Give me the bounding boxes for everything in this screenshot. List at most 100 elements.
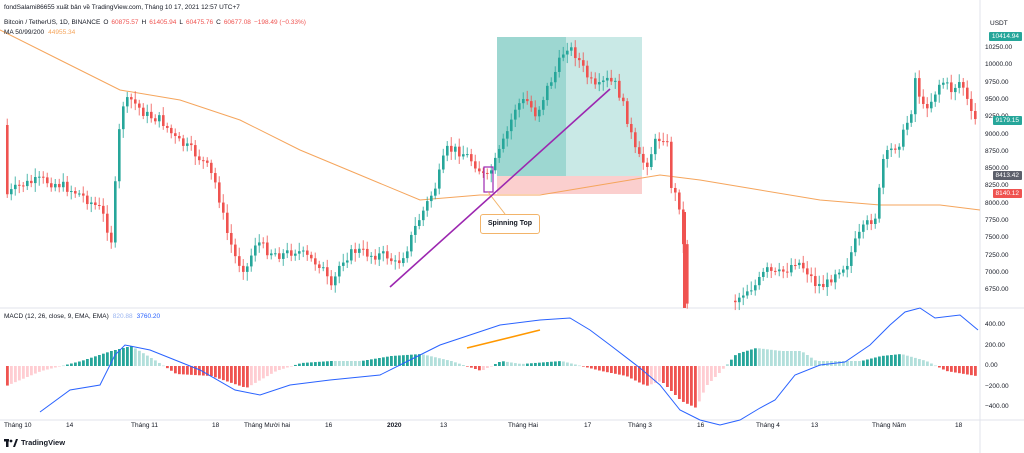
candle[interactable] — [262, 242, 265, 244]
candle[interactable] — [314, 258, 317, 265]
candle[interactable] — [10, 189, 13, 195]
candle[interactable] — [630, 123, 633, 133]
candle[interactable] — [246, 266, 249, 272]
candle[interactable] — [502, 138, 505, 149]
candle[interactable] — [806, 268, 809, 275]
candle[interactable] — [914, 78, 917, 115]
candle[interactable] — [498, 148, 501, 158]
candle[interactable] — [858, 231, 861, 239]
candle[interactable] — [482, 171, 485, 173]
candle[interactable] — [646, 162, 649, 167]
trend-line[interactable] — [389, 88, 611, 288]
candle[interactable] — [578, 58, 581, 61]
candle[interactable] — [774, 270, 777, 272]
candle[interactable] — [390, 258, 393, 262]
candle[interactable] — [6, 125, 9, 195]
candle[interactable] — [510, 119, 513, 132]
candle[interactable] — [230, 232, 233, 245]
candle[interactable] — [866, 220, 869, 225]
candle[interactable] — [414, 225, 417, 235]
candle[interactable] — [410, 234, 413, 252]
candle[interactable] — [942, 82, 945, 85]
candle[interactable] — [686, 244, 689, 304]
candle[interactable] — [506, 131, 509, 139]
candle[interactable] — [590, 77, 593, 79]
candle[interactable] — [178, 135, 181, 139]
candle[interactable] — [538, 109, 541, 117]
candle[interactable] — [134, 99, 137, 104]
candle[interactable] — [66, 181, 69, 192]
candle[interactable] — [82, 193, 85, 196]
candle[interactable] — [662, 141, 665, 143]
candle[interactable] — [754, 285, 757, 291]
candle[interactable] — [434, 188, 437, 196]
candle[interactable] — [42, 176, 45, 178]
macd-trend-line[interactable] — [466, 329, 541, 349]
candle[interactable] — [486, 172, 489, 174]
candle[interactable] — [194, 145, 197, 157]
candle[interactable] — [530, 101, 533, 108]
candle[interactable] — [154, 118, 157, 122]
candle[interactable] — [738, 297, 741, 303]
profit-zone-right[interactable] — [566, 37, 642, 176]
candle[interactable] — [818, 283, 821, 287]
candle[interactable] — [50, 183, 53, 188]
candle[interactable] — [86, 195, 89, 205]
candle[interactable] — [270, 253, 273, 256]
candle[interactable] — [338, 265, 341, 277]
candle[interactable] — [30, 180, 33, 184]
candle[interactable] — [94, 202, 97, 206]
candle[interactable] — [130, 97, 133, 100]
candle[interactable] — [542, 100, 545, 110]
candle[interactable] — [778, 269, 781, 272]
candle[interactable] — [162, 115, 165, 126]
candle[interactable] — [750, 290, 753, 292]
candle[interactable] — [454, 146, 457, 152]
candle[interactable] — [110, 232, 113, 243]
candle[interactable] — [478, 168, 481, 172]
candle[interactable] — [322, 267, 325, 269]
candle[interactable] — [174, 133, 177, 136]
candle[interactable] — [970, 98, 973, 111]
candle[interactable] — [386, 251, 389, 259]
macd-legend[interactable]: MACD (12, 26, close, 9, EMA, EMA) 820.88… — [4, 313, 160, 320]
candle[interactable] — [734, 300, 737, 303]
candle[interactable] — [850, 252, 853, 266]
candle[interactable] — [886, 150, 889, 159]
candle[interactable] — [650, 154, 653, 167]
candle[interactable] — [18, 184, 21, 186]
candle[interactable] — [346, 260, 349, 263]
candle[interactable] — [906, 122, 909, 130]
candle[interactable] — [658, 138, 661, 142]
candle[interactable] — [286, 250, 289, 254]
candle[interactable] — [882, 158, 885, 188]
candle[interactable] — [562, 54, 565, 58]
candle[interactable] — [54, 183, 57, 188]
candle[interactable] — [198, 156, 201, 161]
candle[interactable] — [890, 148, 893, 151]
candle[interactable] — [362, 248, 365, 250]
candle[interactable] — [170, 127, 173, 134]
candle[interactable] — [446, 145, 449, 156]
candle[interactable] — [826, 279, 829, 288]
candle[interactable] — [282, 253, 285, 259]
candle[interactable] — [474, 161, 477, 169]
candle[interactable] — [306, 250, 309, 255]
candle[interactable] — [602, 80, 605, 83]
candle[interactable] — [370, 255, 373, 257]
candle[interactable] — [274, 253, 277, 255]
candle[interactable] — [354, 249, 357, 253]
candle[interactable] — [382, 251, 385, 254]
candle[interactable] — [618, 80, 621, 98]
candle[interactable] — [490, 170, 493, 174]
candle[interactable] — [310, 254, 313, 259]
candle[interactable] — [250, 255, 253, 267]
candle[interactable] — [234, 244, 237, 257]
candle[interactable] — [642, 153, 645, 163]
candle[interactable] — [62, 181, 65, 188]
candle[interactable] — [958, 82, 961, 88]
candle[interactable] — [494, 157, 497, 171]
candle[interactable] — [166, 125, 169, 128]
candle[interactable] — [238, 256, 241, 266]
